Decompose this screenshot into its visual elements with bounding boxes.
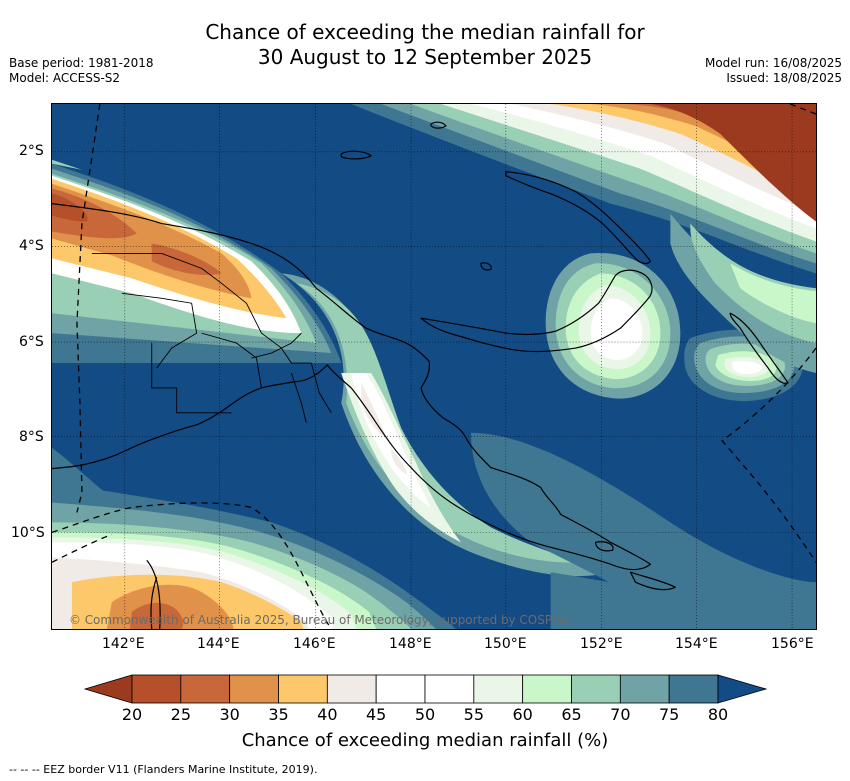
eez-borders	[52, 104, 816, 629]
colorbar-tick-label: 40	[317, 705, 337, 724]
title-line-2: 30 August to 12 September 2025	[257, 45, 593, 69]
colorbar-swatch	[668, 674, 719, 704]
lat-tick-4s: 4°S	[19, 238, 44, 254]
colorbar-tick-label: 35	[268, 705, 288, 724]
title-line-1: Chance of exceeding the median rainfall …	[205, 20, 645, 44]
lat-tick-10s: 10°S	[11, 525, 45, 541]
probability-fields	[52, 104, 816, 629]
base-period: Base period: 1981-2018	[9, 56, 154, 70]
meta-right: Model run: 16/08/2025 Issued: 18/08/2025	[705, 56, 842, 86]
rainfall-map: © Commonwealth of Australia 2025, Bureau…	[51, 103, 817, 630]
meta-left: Base period: 1981-2018 Model: ACCESS-S2	[9, 56, 154, 86]
colorbar-swatch	[473, 674, 524, 704]
lon-tick-148e: 148°E	[389, 636, 432, 652]
colorbar-swatch	[522, 674, 572, 704]
model-run: Model run: 16/08/2025	[704, 56, 842, 70]
colorbar-tick-label: 20	[122, 705, 142, 724]
map-title: Chance of exceeding the median rainfall …	[0, 20, 850, 70]
colorbar-swatch	[571, 674, 621, 704]
colorbar-tick-label: 75	[659, 705, 679, 724]
colorbar-tick-label: 80	[708, 705, 728, 724]
colorbar-tick-label: 30	[219, 705, 239, 724]
colorbar-tick-label: 45	[366, 705, 386, 724]
colorbar-swatch	[131, 674, 182, 704]
lon-tick-144e: 144°E	[197, 636, 240, 652]
colorbar-tick-label: 65	[561, 705, 581, 724]
lat-tick-6s: 6°S	[19, 334, 44, 350]
lon-tick-154e: 154°E	[675, 636, 718, 652]
colorbar-swatch	[180, 674, 231, 704]
colorbar-swatch	[326, 674, 377, 704]
colorbar-tick-label: 70	[610, 705, 630, 724]
lon-tick-152e: 152°E	[580, 636, 623, 652]
lon-tick-150e: 150°E	[484, 636, 527, 652]
eez-legend-note: -- -- -- EEZ border V11 (Flanders Marine…	[9, 763, 318, 776]
colorbar-swatch	[375, 674, 426, 704]
lat-tick-2s: 2°S	[19, 143, 44, 159]
coastlines	[52, 121, 789, 629]
issued-date: Issued: 18/08/2025	[726, 71, 842, 85]
lat-tick-8s: 8°S	[19, 429, 44, 445]
colorbar-extend-low	[83, 674, 133, 704]
colorbar-extend-high	[717, 674, 768, 704]
lon-tick-142e: 142°E	[102, 636, 145, 652]
model-name: Model: ACCESS-S2	[9, 71, 121, 85]
colorbar-swatch	[278, 674, 328, 704]
colorbar-title: Chance of exceeding median rainfall (%)	[241, 730, 609, 751]
copyright-credit: © Commonwealth of Australia 2025, Bureau…	[69, 613, 573, 627]
colorbar-swatches	[83, 674, 768, 704]
colorbar: 20 25 30 35 40 45 50 55 60 65 70 75 80	[83, 674, 768, 724]
gridlines	[52, 104, 816, 629]
colorbar-swatch	[229, 674, 279, 704]
colorbar-swatch	[619, 674, 670, 704]
colorbar-tick-label: 55	[464, 705, 484, 724]
lon-tick-156e: 156°E	[771, 636, 814, 652]
colorbar-tick-label: 50	[415, 705, 435, 724]
province-borders	[91, 252, 332, 423]
colorbar-swatch	[424, 674, 475, 704]
lon-tick-146e: 146°E	[293, 636, 336, 652]
colorbar-tick-label: 25	[171, 705, 191, 724]
colorbar-labels: 20 25 30 35 40 45 50 55 60 65 70 75 80	[122, 705, 728, 724]
colorbar-tick-label: 60	[512, 705, 532, 724]
